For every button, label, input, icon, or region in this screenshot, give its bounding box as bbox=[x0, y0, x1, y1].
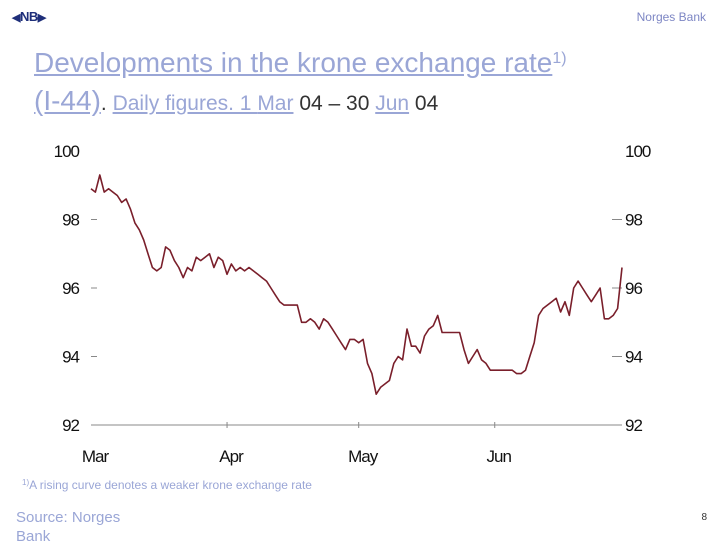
x-tick-label: Apr bbox=[219, 447, 244, 466]
exchange-rate-line bbox=[90, 174, 623, 396]
footnote: 1)A rising curve denotes a weaker krone … bbox=[22, 478, 312, 492]
y-tick-label-right: 100 bbox=[625, 142, 651, 161]
title-code: (I-44) bbox=[34, 85, 101, 116]
chart-axes: 92 92 94 94 96 96 98 98 100 100 Mar Apr May Jun bbox=[54, 142, 652, 466]
source-note: Source: Norges Bank bbox=[16, 509, 121, 545]
y-tick-label-right: 96 bbox=[625, 279, 642, 298]
bank-name: Norges Bank bbox=[636, 10, 706, 24]
title-sub-jun: Jun bbox=[375, 92, 410, 115]
title-period-separator: . bbox=[100, 92, 113, 115]
y-tick-label-left: 94 bbox=[62, 348, 79, 367]
title-sub-04b: 04 bbox=[409, 92, 439, 115]
x-tick-label: Mar bbox=[82, 447, 110, 466]
y-tick-label-right: 98 bbox=[625, 211, 642, 230]
x-tick-label: May bbox=[348, 447, 379, 466]
chart-marks bbox=[90, 174, 623, 396]
y-tick-label-right: 94 bbox=[625, 348, 642, 367]
y-tick-label-left: 100 bbox=[54, 142, 80, 161]
footnote-text: A rising curve denotes a weaker krone ex… bbox=[29, 478, 312, 492]
logo-wing-left-icon: ◀ bbox=[12, 12, 20, 24]
y-tick-label-left: 92 bbox=[62, 416, 79, 435]
title-superscript: 1) bbox=[552, 50, 567, 67]
title-subtitle-prefix: Daily figures. 1 bbox=[112, 92, 258, 115]
logo-text: NB bbox=[19, 9, 38, 24]
title-sub-04a: 04 – 30 bbox=[293, 92, 376, 115]
page-number: 8 bbox=[701, 512, 707, 523]
footnote-marker: 1) bbox=[22, 478, 30, 487]
slide-title: Developments in the krone exchange rate1… bbox=[34, 44, 684, 123]
y-tick-label-left: 96 bbox=[62, 279, 79, 298]
title-sub-mar: Mar bbox=[257, 92, 294, 115]
y-tick-label-left: 98 bbox=[62, 211, 79, 230]
title-main: Developments in the krone exchange rate bbox=[34, 47, 553, 78]
y-tick-label-right: 92 bbox=[625, 416, 642, 435]
logo-wing-right-icon: ▶ bbox=[37, 12, 46, 24]
norges-bank-logo: ◀NB▶ bbox=[12, 9, 46, 24]
x-tick-label: Jun bbox=[487, 447, 512, 466]
